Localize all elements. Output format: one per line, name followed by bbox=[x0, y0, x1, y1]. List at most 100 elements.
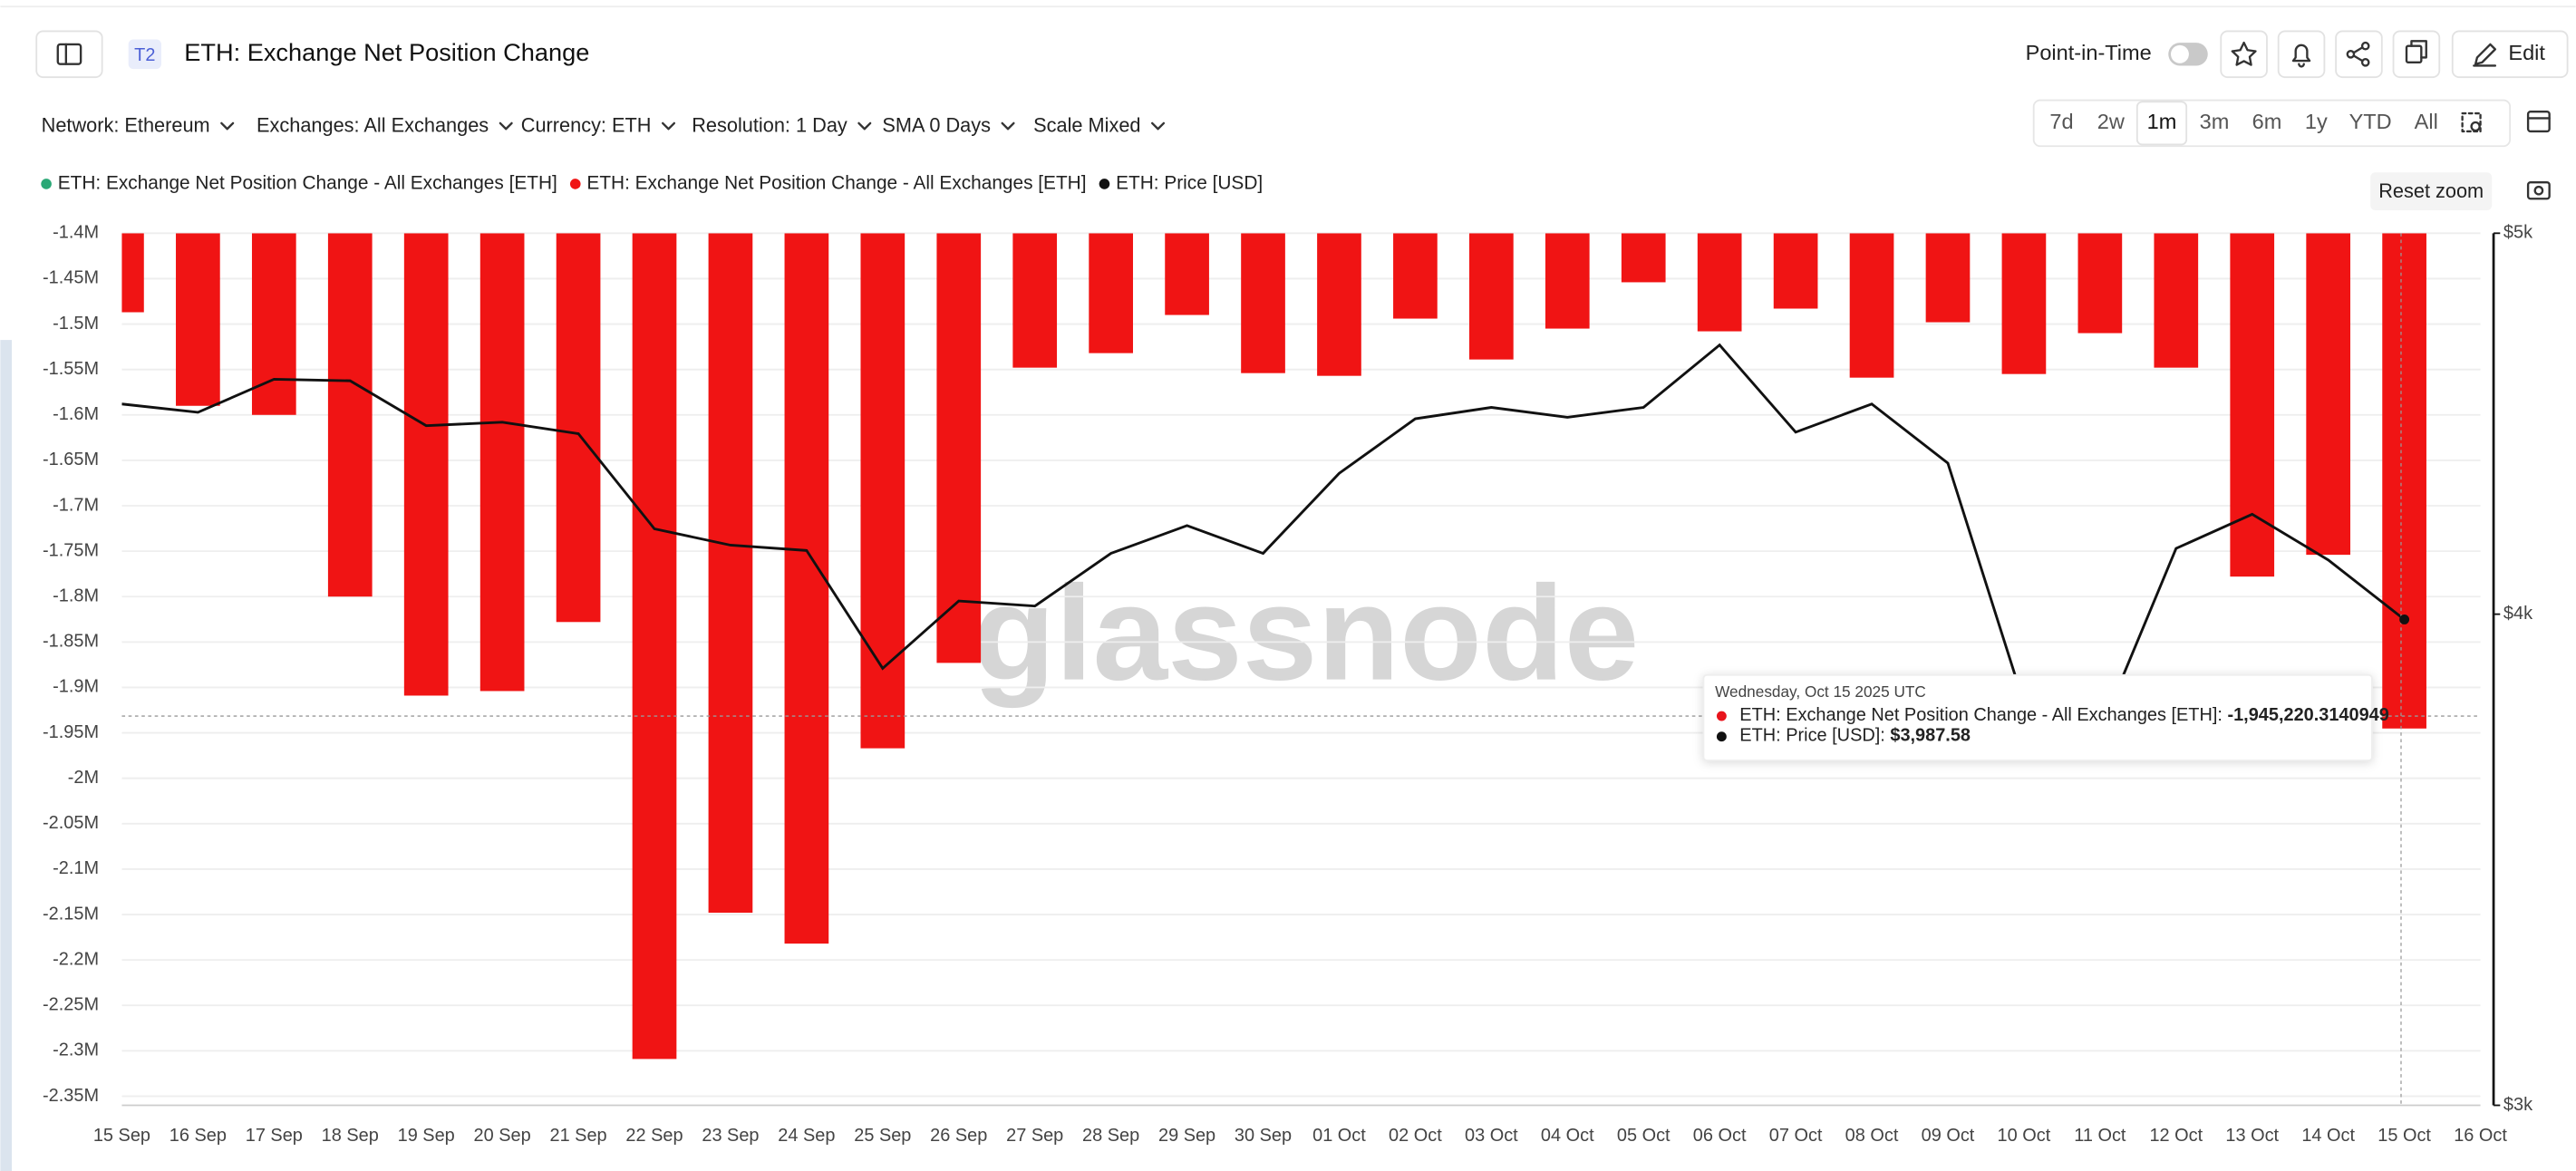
x-tick-label: 01 Oct bbox=[1312, 1126, 1366, 1146]
share-button[interactable] bbox=[2335, 30, 2383, 79]
legend-marker bbox=[569, 179, 581, 189]
legend-marker bbox=[41, 179, 52, 189]
bar bbox=[121, 233, 144, 313]
range-button[interactable]: 1m bbox=[2135, 101, 2188, 146]
x-tick-label: 05 Oct bbox=[1617, 1126, 1671, 1146]
x-tick-label: 07 Oct bbox=[1769, 1126, 1823, 1146]
edit-button[interactable]: Edit bbox=[2451, 30, 2569, 79]
x-tick-label: 02 Oct bbox=[1389, 1126, 1442, 1146]
range-label: 7d bbox=[2049, 110, 2073, 133]
point-in-time-toggle[interactable] bbox=[2168, 43, 2208, 66]
y-tick-label: -1.75M bbox=[43, 540, 99, 560]
tooltip-label: ETH: Exchange Net Position Change - All … bbox=[1739, 705, 2227, 725]
tooltip-marker bbox=[1716, 711, 1727, 721]
y-tick-label: -1.95M bbox=[43, 722, 99, 742]
range-button[interactable]: 6m bbox=[2252, 110, 2282, 133]
sidebar-toggle[interactable] bbox=[35, 30, 103, 79]
range-button[interactable]: 1y bbox=[2305, 110, 2328, 133]
bar bbox=[1469, 233, 1514, 360]
calendar-button[interactable] bbox=[2526, 111, 2551, 133]
filter-dropdown[interactable]: Resolution: 1 Day bbox=[692, 113, 872, 136]
range-label: 1y bbox=[2305, 110, 2328, 133]
plot: -1.4M -1.45M -1.5M -1.55M -1.6M -1.65M -1.7M -1… bbox=[43, 223, 2532, 1147]
y-tick-label: -1.85M bbox=[43, 632, 99, 652]
scrollbar bbox=[0, 340, 13, 1171]
x-tick-label: 25 Sep bbox=[854, 1126, 911, 1146]
filter-label: Exchanges: All Exchanges bbox=[257, 113, 489, 136]
y-tick-label: -2.25M bbox=[43, 995, 99, 1015]
x-tick-label: 15 Sep bbox=[93, 1126, 150, 1146]
point-in-time-label: Point-in-Time bbox=[2026, 41, 2152, 64]
filter-label: Scale Mixed bbox=[1033, 113, 1140, 136]
range-label: 2w bbox=[2097, 110, 2126, 133]
bar bbox=[1317, 233, 1361, 376]
badge: T2 bbox=[134, 45, 155, 65]
zoom-select-button[interactable] bbox=[2461, 111, 2482, 133]
chevron bbox=[220, 121, 235, 131]
chevron bbox=[857, 121, 872, 131]
x-tick-label: 06 Oct bbox=[1693, 1126, 1747, 1146]
plot-area bbox=[121, 233, 2426, 1060]
range-button[interactable]: 7d bbox=[2049, 110, 2073, 133]
x-tick-label: 12 Oct bbox=[2149, 1126, 2203, 1146]
filter-dropdown[interactable]: Exchanges: All Exchanges bbox=[257, 113, 513, 136]
bar bbox=[1393, 233, 1438, 319]
x-tick-label: 19 Sep bbox=[398, 1126, 455, 1146]
bar bbox=[2382, 233, 2426, 729]
x-tick-label: 26 Sep bbox=[930, 1126, 987, 1146]
y-tick-label: -2.3M bbox=[53, 1040, 99, 1060]
bar bbox=[2077, 233, 2123, 334]
tooltip-value: -1,945,220.3140949 bbox=[2227, 705, 2388, 725]
range-button[interactable]: YTD bbox=[2349, 110, 2392, 133]
bar bbox=[1849, 233, 1894, 378]
screenshot-button[interactable] bbox=[2526, 180, 2551, 200]
x-tick-label: 16 Sep bbox=[169, 1126, 227, 1146]
x-tick-label: 16 Oct bbox=[2454, 1126, 2507, 1146]
range-button[interactable]: 3m bbox=[2200, 110, 2230, 133]
bar bbox=[1925, 233, 1971, 323]
range-button[interactable]: 2w bbox=[2097, 110, 2126, 133]
bar bbox=[860, 233, 905, 749]
y2-tick-label: $4k bbox=[2503, 604, 2532, 624]
filter-label: Network: Ethereum bbox=[42, 113, 210, 136]
range-selector: 7d 2w 1m 3m 6m 1y YTD All bbox=[2032, 99, 2512, 148]
chevron bbox=[1001, 121, 1015, 131]
x-tick-label: 22 Sep bbox=[625, 1126, 683, 1146]
badge-bg bbox=[128, 39, 161, 70]
y-tick-label: -2.2M bbox=[53, 949, 99, 969]
favorite-button[interactable] bbox=[2220, 30, 2268, 79]
legend-label: ETH: Price [USD] bbox=[1116, 172, 1263, 193]
duplicate-button[interactable] bbox=[2392, 30, 2441, 79]
y-tick-label: -2.15M bbox=[43, 904, 99, 924]
bar bbox=[479, 233, 525, 692]
bar bbox=[2230, 233, 2275, 577]
y-tick-label: -1.5M bbox=[53, 314, 99, 334]
filter-dropdown[interactable]: SMA 0 Days bbox=[882, 113, 1015, 136]
y-tick-label: -1.45M bbox=[43, 268, 99, 288]
alert-button[interactable] bbox=[2277, 30, 2326, 79]
filter-dropdown[interactable]: Network: Ethereum bbox=[42, 113, 235, 136]
y-tick-label: -1.8M bbox=[53, 586, 99, 605]
bar bbox=[1773, 233, 1818, 309]
range-label: All bbox=[2415, 110, 2438, 133]
legend: ETH: Exchange Net Position Change - All … bbox=[41, 172, 1263, 193]
range-button[interactable]: All bbox=[2415, 110, 2438, 133]
chart-title: ETH: Exchange Net Position Change bbox=[184, 38, 589, 66]
y-tick-label: -1.55M bbox=[43, 359, 99, 379]
y-tick-label: -1.7M bbox=[53, 495, 99, 515]
filter-dropdown[interactable]: Currency: ETH bbox=[521, 113, 676, 136]
y-tick-label: -1.4M bbox=[53, 223, 99, 243]
bar bbox=[1165, 233, 1209, 315]
bar bbox=[556, 233, 601, 623]
filter-label: Currency: ETH bbox=[521, 113, 652, 136]
x-tick-label: 27 Sep bbox=[1006, 1126, 1063, 1146]
filter-dropdown[interactable]: Scale Mixed bbox=[1033, 113, 1166, 136]
tooltip-row: ETH: Exchange Net Position Change - All … bbox=[1739, 705, 2389, 725]
y-tick-label: -2.05M bbox=[43, 813, 99, 833]
chevron bbox=[661, 121, 676, 131]
reset-zoom-button[interactable]: Reset zoom bbox=[2370, 172, 2493, 210]
tooltip-row: ETH: Price [USD]: $3,987.58 bbox=[1739, 726, 1971, 746]
bar bbox=[632, 233, 677, 1060]
filter-label: SMA 0 Days bbox=[882, 113, 991, 136]
